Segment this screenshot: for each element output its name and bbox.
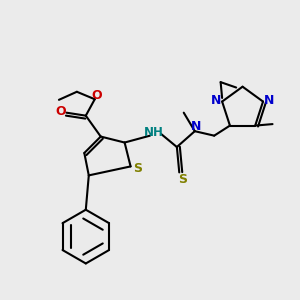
Text: N: N: [211, 94, 221, 106]
Text: O: O: [92, 88, 103, 102]
Text: S: S: [178, 173, 187, 186]
Text: S: S: [133, 162, 142, 175]
Text: O: O: [55, 105, 66, 118]
Text: N: N: [190, 120, 201, 133]
Text: NH: NH: [144, 126, 164, 139]
Text: N: N: [264, 94, 274, 106]
